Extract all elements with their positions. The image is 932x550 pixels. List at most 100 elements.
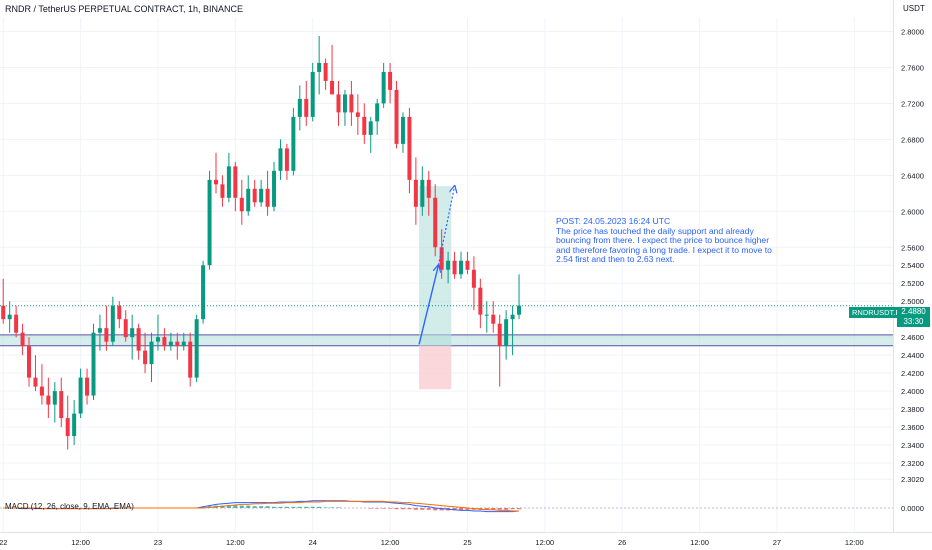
- macd-histogram-bar: [317, 506, 322, 508]
- price-tick-label: 2.6400: [901, 171, 924, 180]
- candle-body: [284, 148, 289, 171]
- candle-body: [162, 337, 167, 347]
- candle-body: [497, 323, 502, 347]
- candle-body: [355, 112, 360, 117]
- candle-body: [168, 341, 173, 347]
- candle-body: [330, 80, 335, 95]
- trade-annotation: POST: 24.05.2023 16:24 UTC The price has…: [556, 216, 816, 265]
- time-tick-label: 26: [618, 538, 626, 547]
- candle-body: [323, 62, 328, 81]
- candle-body: [349, 94, 354, 113]
- macd-histogram-bar: [433, 508, 438, 511]
- macd-histogram-bar: [413, 508, 418, 510]
- annotation-line: bouncing from there. I expect the price …: [556, 235, 770, 246]
- annotation-line: The price has touched the daily support …: [556, 225, 754, 236]
- macd-histogram-bar: [394, 508, 399, 510]
- price-tick-label: 2.3600: [901, 423, 924, 432]
- candle-body: [110, 305, 115, 342]
- macd-histogram-bar: [381, 508, 386, 509]
- symbol-price-tag: RNDRUSDT.P: [849, 307, 904, 318]
- candle-body: [136, 328, 141, 351]
- candle-body: [78, 377, 83, 414]
- price-tick-label: 2.8000: [901, 27, 924, 36]
- chart-title: RNDR / TetherUS PERPETUAL CONTRACT, 1h, …: [5, 4, 244, 14]
- candle-body: [336, 94, 341, 113]
- last-price-tag: 2.4880 33:30: [897, 307, 930, 327]
- candle-body: [407, 116, 412, 180]
- candle-body: [368, 121, 373, 135]
- macd-histogram-bar: [220, 505, 225, 508]
- macd-histogram-bar: [497, 508, 502, 510]
- macd-histogram-bar: [517, 508, 522, 510]
- macd-histogram-bar: [259, 506, 264, 508]
- price-tick-label: 2.3400: [901, 441, 924, 450]
- candle-body: [504, 319, 509, 347]
- candle-body: [14, 314, 19, 333]
- projection-arrows: [418, 186, 454, 345]
- macd-histogram-bar: [400, 508, 405, 510]
- candle-body: [246, 188, 251, 212]
- projection-arrow-first: [418, 265, 438, 345]
- price-tick-label: 2.7200: [901, 99, 924, 108]
- annotation-line: 2.54 first and then to 2.63 next.: [556, 254, 675, 265]
- stop-loss-zone: [419, 345, 452, 390]
- candle-body: [59, 391, 64, 419]
- candle-body: [272, 170, 277, 207]
- macd-histogram-bar: [439, 508, 444, 511]
- macd-histogram-bar: [297, 506, 302, 508]
- price-tick-label: 2.3800: [901, 405, 924, 414]
- candle-body: [465, 260, 470, 270]
- macd-histogram-bar: [310, 506, 315, 508]
- candle-body: [91, 332, 96, 396]
- macd-histogram-bar: [278, 506, 283, 508]
- candle-body: [233, 166, 238, 198]
- candle-body: [104, 328, 109, 342]
- candle-body: [117, 305, 122, 320]
- candle-body: [362, 116, 367, 135]
- time-tick-label: 22: [0, 538, 7, 547]
- candle-body: [342, 94, 347, 113]
- macd-histogram-bar: [265, 506, 270, 508]
- macd-histogram-bar: [304, 506, 309, 508]
- macd-signal-line: [3, 500, 519, 512]
- time-tick-label: 12:00: [226, 538, 245, 547]
- candle-body: [259, 188, 264, 203]
- macd-histogram-bar: [201, 506, 206, 508]
- candle-body: [413, 179, 418, 207]
- candle-body: [143, 350, 148, 365]
- candle-body: [446, 260, 451, 270]
- price-tick-label: 2.6800: [901, 135, 924, 144]
- candle-body: [239, 197, 244, 212]
- macd-histogram-bar: [375, 508, 380, 509]
- price-tick-label: 2.3020: [901, 475, 924, 484]
- candle-body: [400, 116, 405, 144]
- candle-body: [278, 148, 283, 171]
- macd-histogram-bar: [484, 508, 489, 510]
- candle-body: [297, 98, 302, 117]
- candle-body: [85, 377, 90, 396]
- macd-histogram-bar: [226, 505, 231, 508]
- candle-body: [381, 71, 386, 104]
- candle-body: [201, 265, 206, 320]
- price-axis: 2.8000 2.7600 2.7200 2.6800 2.6400 2.6000 2.56…: [893, 0, 924, 532]
- candle-body: [1, 305, 6, 320]
- price-tick-label: 2.6000: [901, 207, 924, 216]
- candle-body: [27, 346, 32, 378]
- candle-body: [291, 116, 296, 171]
- candle-body: [175, 341, 180, 347]
- price-tick-label: 2.4200: [901, 369, 924, 378]
- macd-histogram-bar: [330, 507, 335, 508]
- candle-body: [426, 179, 431, 198]
- time-tick-label: 27: [773, 538, 781, 547]
- price-tick-label: 2.5400: [901, 261, 924, 270]
- macd-indicator-label[interactable]: MACD (12, 26, close, 9, EMA, EMA): [5, 502, 134, 511]
- candle-body: [452, 260, 457, 275]
- candle-body: [155, 337, 160, 342]
- candle-body: [471, 269, 476, 288]
- candle-body: [130, 328, 135, 338]
- price-tick-label: 2.3200: [901, 459, 924, 468]
- candle-body: [52, 391, 57, 405]
- candles: [0, 35, 893, 450]
- candle-body: [510, 314, 515, 320]
- macd-histogram-bar: [420, 508, 425, 510]
